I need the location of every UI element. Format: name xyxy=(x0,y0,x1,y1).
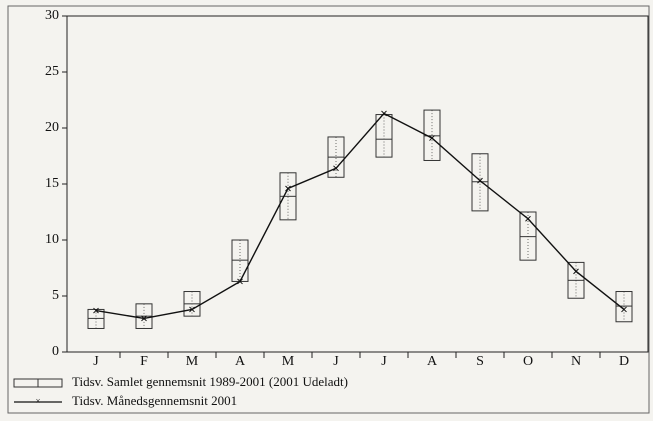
line-marker xyxy=(429,135,435,141)
x-tick-label: J xyxy=(333,354,339,369)
y-tick-label: 25 xyxy=(45,64,59,79)
x-tick-label: N xyxy=(571,354,581,369)
line-marker xyxy=(237,278,243,285)
line-marker xyxy=(93,307,99,314)
y-tick-label: 10 xyxy=(45,232,59,247)
y-tick-label: 5 xyxy=(52,288,59,303)
line-marker xyxy=(525,215,531,222)
y-tick-label: 30 xyxy=(45,8,59,23)
legend-label: Tidsv. Samlet gennemsnit 1989-2001 (2001… xyxy=(72,374,348,389)
legend-marker: × xyxy=(35,396,40,406)
line-series xyxy=(95,112,625,320)
x-tick-label: F xyxy=(140,354,148,369)
line-marker xyxy=(141,315,147,322)
x-tick-label: J xyxy=(93,354,99,369)
plot-frame xyxy=(66,15,649,353)
line-marker xyxy=(573,268,579,275)
x-tick-label: A xyxy=(235,354,246,369)
x-tick-label: O xyxy=(523,354,533,369)
y-tick-label: 20 xyxy=(45,120,59,135)
line-marker xyxy=(381,110,387,117)
line-marker xyxy=(189,306,195,313)
x-tick-label: S xyxy=(476,354,484,369)
legend: Tidsv. Samlet gennemsnit 1989-2001 (2001… xyxy=(13,374,348,408)
x-tick-label: A xyxy=(427,354,438,369)
x-tick-label: D xyxy=(619,354,629,369)
line-marker xyxy=(621,306,627,313)
legend-label: Tidsv. Månedsgennemsnit 2001 xyxy=(72,393,237,408)
x-tick-label: M xyxy=(282,354,295,369)
y-tick-label: 15 xyxy=(45,176,59,191)
line-marker xyxy=(285,185,291,192)
x-tick-label: J xyxy=(381,354,387,369)
line-marker xyxy=(477,177,483,184)
x-tick-label: M xyxy=(186,354,199,369)
line-marker xyxy=(333,165,339,172)
y-tick-label: 0 xyxy=(52,344,59,359)
figure-border xyxy=(7,5,650,414)
